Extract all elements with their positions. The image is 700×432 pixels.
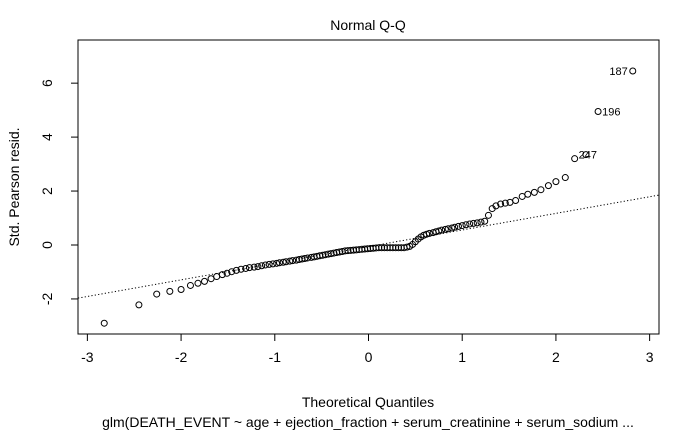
chart-title: Normal Q-Q	[330, 17, 406, 33]
data-point	[462, 221, 470, 229]
plot-frame	[77, 39, 660, 335]
data-point	[218, 271, 226, 279]
point-labels: 187 196 247	[579, 66, 628, 162]
data-point	[458, 222, 466, 230]
x-axis-label: Theoretical Quantiles	[302, 394, 434, 410]
data-point	[441, 225, 449, 233]
data-point	[451, 223, 459, 231]
x-tick-label: 2	[552, 349, 560, 365]
data-point	[438, 226, 446, 234]
y-tick-label: 6	[39, 79, 55, 87]
data-point	[237, 265, 245, 273]
data-point	[186, 281, 194, 289]
data-point	[466, 220, 474, 228]
data-point	[177, 285, 185, 293]
chart-subtitle: glm(DEATH_EVENT ~ age + ejection_fractio…	[102, 414, 634, 430]
data-point	[286, 257, 294, 265]
data-point	[435, 227, 443, 235]
data-point	[304, 254, 312, 262]
data-point	[512, 196, 520, 204]
data-point	[289, 257, 297, 265]
data-point	[213, 273, 221, 281]
data-point	[497, 200, 505, 208]
point-label: 196	[602, 106, 620, 118]
data-point	[194, 279, 202, 287]
data-point	[477, 218, 485, 226]
data-point	[501, 199, 509, 207]
data-point	[242, 264, 250, 272]
data-point	[481, 217, 489, 225]
data-point	[282, 258, 290, 266]
data-point	[254, 263, 262, 271]
x-tick-label: 3	[646, 349, 654, 365]
data-point	[561, 174, 569, 182]
data-point	[223, 269, 231, 277]
data-point	[153, 290, 161, 298]
data-point	[469, 219, 477, 227]
data-point	[250, 263, 258, 271]
data-point	[524, 190, 532, 198]
x-tick-label: -3	[81, 349, 94, 365]
y-axis: -2 0 2 4 6	[39, 79, 79, 306]
data-point	[258, 262, 266, 270]
point-label: 247	[579, 150, 597, 162]
x-tick-label: -1	[269, 349, 282, 365]
data-point	[492, 202, 500, 210]
data-point	[537, 186, 545, 194]
x-tick-label: 1	[458, 349, 466, 365]
data-point	[273, 259, 281, 267]
points-group	[100, 67, 637, 327]
data-point	[166, 287, 174, 295]
data-point	[544, 182, 552, 190]
data-point	[100, 319, 108, 327]
data-point	[423, 230, 431, 238]
x-tick-label: -2	[175, 349, 188, 365]
y-tick-label: 2	[39, 187, 55, 195]
data-point	[582, 151, 590, 159]
data-point	[552, 178, 560, 186]
data-point	[571, 155, 579, 163]
data-point	[261, 261, 269, 269]
data-point	[473, 219, 481, 227]
data-point	[265, 260, 273, 268]
data-point	[228, 268, 236, 276]
data-point	[279, 258, 287, 266]
data-point	[448, 224, 456, 232]
data-point	[629, 67, 637, 75]
y-axis-label: Std. Pearson resid.	[6, 127, 22, 246]
data-point	[454, 222, 462, 230]
y-tick-label: -2	[39, 293, 55, 306]
data-point	[594, 107, 602, 115]
data-point	[201, 277, 209, 285]
data-point	[207, 275, 215, 283]
x-axis: -3 -2 -1 0 1 2 3	[81, 333, 654, 365]
data-point	[301, 254, 309, 262]
y-tick-label: 4	[39, 133, 55, 141]
data-point	[484, 211, 492, 219]
x-tick-label: 0	[365, 349, 373, 365]
data-point	[403, 243, 411, 251]
data-point	[530, 188, 538, 196]
data-point	[518, 192, 526, 200]
data-point	[245, 264, 253, 272]
y-tick-label: 0	[39, 241, 55, 249]
point-label: 187	[609, 66, 627, 78]
data-point	[269, 260, 277, 268]
data-point	[425, 229, 433, 237]
data-point	[444, 225, 452, 233]
data-point	[275, 259, 283, 267]
data-point	[135, 301, 143, 309]
data-point	[232, 266, 240, 274]
